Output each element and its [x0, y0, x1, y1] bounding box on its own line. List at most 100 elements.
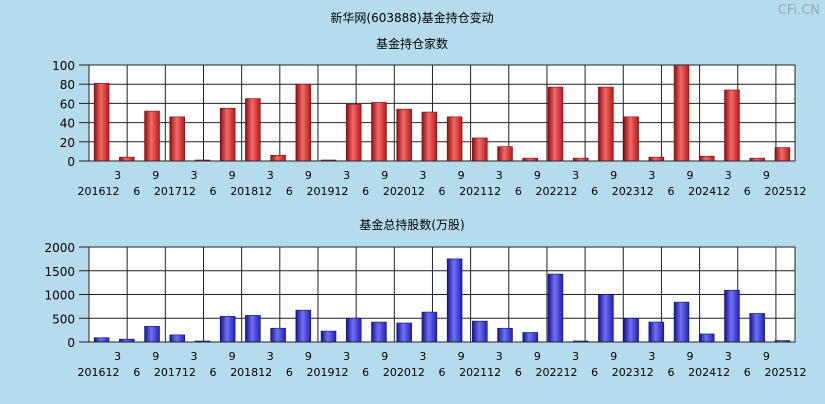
x-tick-label: 9 [610, 169, 617, 182]
bar [446, 116, 463, 162]
bar [673, 64, 690, 162]
x-tick-label: 3 [267, 350, 274, 363]
bar [648, 156, 665, 162]
bar [421, 111, 438, 162]
x-tick-label: 6 [515, 366, 522, 379]
x-tick-label: 3 [343, 350, 350, 363]
bar [169, 116, 185, 162]
x-tick-label: 3 [648, 350, 655, 363]
x-tick-label: 9 [152, 350, 159, 363]
x-tick-label: 6 [667, 366, 674, 379]
bar [547, 86, 564, 162]
x-tick-label: 6 [744, 185, 751, 198]
x-tick-label: 202012 [383, 185, 425, 198]
bar [396, 322, 412, 343]
x-tick-label: 3 [572, 350, 579, 363]
bar [245, 315, 261, 343]
bar [93, 82, 110, 162]
x-tick-label: 202312 [612, 185, 654, 198]
bar [497, 327, 513, 343]
chart2-title: 基金总持股数(万股) [359, 217, 464, 232]
x-tick-label: 9 [305, 350, 312, 363]
x-tick-label: 3 [496, 169, 503, 182]
bar [699, 333, 715, 343]
chart-total-shares: 0500100015002000201612369201712369201812… [44, 241, 806, 379]
bar [623, 317, 639, 343]
x-tick-label: 6 [744, 366, 751, 379]
x-tick-label: 6 [439, 185, 446, 198]
x-tick-label: 202512 [764, 366, 806, 379]
bar [749, 313, 765, 343]
x-tick-label: 3 [419, 169, 426, 182]
bar [472, 137, 488, 162]
bar [598, 86, 614, 162]
x-tick-label: 3 [572, 169, 579, 182]
bar [144, 326, 160, 343]
x-tick-label: 9 [763, 350, 770, 363]
x-tick-label: 9 [610, 350, 617, 363]
x-tick-label: 6 [362, 366, 369, 379]
y-tick-label: 0 [67, 155, 75, 169]
bar [270, 154, 286, 162]
x-tick-label: 6 [210, 185, 217, 198]
x-tick-label: 9 [381, 169, 388, 182]
x-tick-label: 9 [763, 169, 770, 182]
bar [371, 321, 387, 343]
x-tick-label: 202512 [764, 185, 806, 198]
bar [648, 321, 665, 343]
x-tick-label: 202212 [535, 366, 577, 379]
bar [774, 147, 791, 162]
x-tick-label: 9 [152, 169, 159, 182]
x-tick-label: 3 [496, 350, 503, 363]
x-tick-label: 3 [114, 350, 121, 363]
bar [522, 332, 538, 343]
bar [699, 155, 715, 162]
x-tick-label: 201712 [154, 366, 196, 379]
bar [119, 156, 135, 162]
plot-frame [88, 64, 796, 162]
x-tick-label: 201612 [78, 185, 120, 198]
y-tick-label: 100 [52, 59, 75, 73]
y-tick-label: 1000 [44, 289, 75, 303]
x-tick-label: 3 [267, 169, 274, 182]
bar [623, 116, 639, 162]
bar [245, 98, 261, 162]
x-tick-label: 9 [458, 350, 465, 363]
x-tick-label: 6 [210, 366, 217, 379]
x-tick-label: 201612 [78, 366, 120, 379]
y-tick-label: 60 [60, 97, 75, 111]
x-tick-label: 6 [133, 185, 140, 198]
x-tick-label: 3 [190, 169, 197, 182]
x-tick-label: 9 [687, 169, 694, 182]
x-tick-label: 9 [687, 350, 694, 363]
x-tick-label: 3 [419, 350, 426, 363]
x-tick-label: 3 [343, 169, 350, 182]
chart-funds-count: 0204060801002016123692017123692018123692… [52, 59, 806, 198]
x-tick-label: 6 [515, 185, 522, 198]
x-tick-label: 201712 [154, 185, 196, 198]
bar [396, 108, 412, 162]
bar [724, 89, 740, 162]
chart1-title: 基金持仓家数 [376, 36, 448, 51]
x-tick-label: 6 [286, 366, 293, 379]
bar [295, 83, 312, 162]
x-tick-label: 6 [439, 366, 446, 379]
bar [320, 330, 337, 343]
y-tick-label: 80 [60, 78, 75, 92]
bar [270, 327, 286, 343]
bar [547, 273, 564, 343]
bar [219, 107, 236, 162]
y-tick-label: 0 [67, 336, 75, 350]
bar [346, 317, 362, 343]
x-tick-label: 202412 [688, 366, 730, 379]
x-tick-label: 3 [114, 169, 121, 182]
x-tick-label: 201912 [307, 185, 349, 198]
x-tick-label: 6 [591, 185, 598, 198]
y-tick-label: 500 [52, 312, 75, 326]
bar [673, 301, 690, 343]
x-tick-label: 202012 [383, 366, 425, 379]
x-tick-label: 6 [286, 185, 293, 198]
y-tick-label: 2000 [44, 241, 75, 255]
